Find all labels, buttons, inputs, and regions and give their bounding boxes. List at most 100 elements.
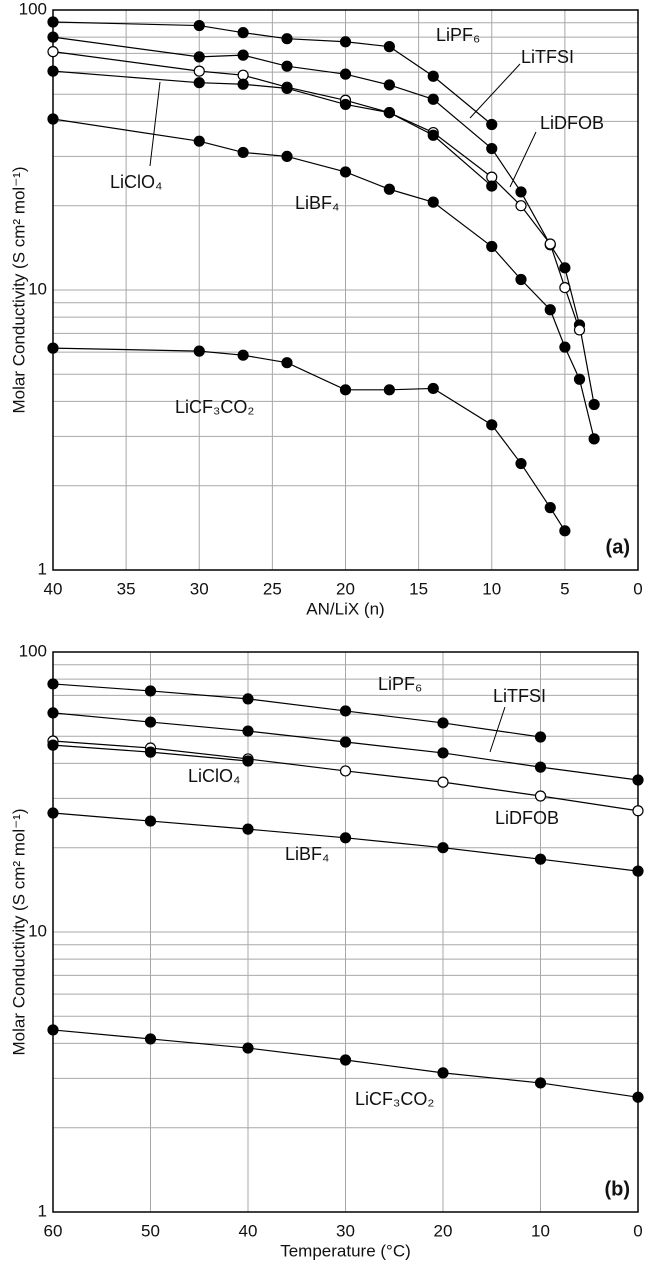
data-point — [437, 747, 449, 759]
y-tick-label: 1 — [38, 559, 47, 578]
data-point — [339, 384, 352, 396]
data-point — [237, 27, 249, 39]
data-point — [515, 457, 527, 470]
data-point — [242, 1042, 254, 1054]
data-point — [237, 49, 249, 61]
x-tick-label: 30 — [336, 1221, 355, 1240]
x-tick-label: 0 — [633, 579, 642, 598]
series-label: LiCF₃CO₂ — [175, 397, 254, 417]
data-point — [193, 345, 205, 357]
data-point — [237, 146, 249, 159]
data-point — [242, 823, 254, 835]
leader-line — [469, 63, 521, 119]
data-point — [383, 79, 395, 91]
series-line — [52, 347, 566, 532]
data-point — [544, 304, 556, 316]
data-point — [281, 82, 293, 94]
data-point — [193, 135, 205, 147]
plot-frame — [52, 9, 639, 571]
plot-frame — [52, 651, 639, 1213]
data-point — [47, 16, 59, 28]
x-tick-label: 5 — [560, 579, 569, 598]
data-point — [515, 200, 527, 212]
y-axis-label: Molar Conductivity (S cm² mol⁻¹) — [9, 808, 28, 1055]
leader-line — [509, 131, 537, 188]
x-tick-label: 35 — [117, 579, 136, 598]
data-point — [339, 1054, 352, 1066]
x-tick-label: 10 — [531, 1221, 550, 1240]
data-point — [339, 736, 352, 748]
data-point — [242, 693, 254, 705]
data-point — [242, 755, 254, 767]
data-point — [559, 262, 571, 274]
data-point — [486, 142, 498, 155]
data-point — [534, 790, 547, 802]
data-point — [47, 1024, 59, 1036]
data-point — [544, 502, 556, 514]
series-line — [52, 21, 493, 125]
data-point — [534, 853, 547, 865]
series-line — [52, 683, 541, 738]
data-point — [47, 678, 59, 690]
data-point — [383, 41, 395, 53]
x-tick-label: 60 — [44, 1221, 63, 1240]
data-point — [281, 150, 293, 163]
data-point — [427, 196, 439, 208]
data-point — [144, 815, 157, 827]
data-point — [193, 51, 205, 63]
data-point — [193, 77, 205, 89]
data-point — [339, 166, 352, 178]
data-point — [193, 65, 205, 77]
series-label: LiPF₆ — [436, 25, 480, 45]
data-point — [144, 746, 157, 758]
data-point — [632, 805, 644, 817]
data-point — [339, 832, 352, 844]
data-point — [339, 36, 352, 48]
x-tick-label: 40 — [44, 579, 63, 598]
y-tick-label: 10 — [28, 279, 47, 298]
data-point — [281, 357, 293, 369]
data-point — [281, 60, 293, 72]
data-point — [383, 183, 395, 195]
data-point — [486, 118, 498, 131]
series-line — [52, 51, 581, 331]
data-point — [427, 93, 439, 105]
data-point — [47, 739, 59, 751]
series-label: LiTFSI — [521, 47, 574, 67]
x-axis-label: Temperature (°C) — [280, 1241, 411, 1260]
data-point — [193, 19, 205, 32]
data-point — [632, 774, 644, 786]
data-point — [559, 281, 571, 294]
data-point — [534, 1077, 547, 1089]
data-point — [144, 685, 157, 697]
leader-line — [149, 81, 161, 167]
data-point — [383, 107, 395, 119]
data-point — [339, 68, 352, 80]
data-point — [559, 341, 571, 353]
leader-line — [489, 706, 506, 753]
data-point — [47, 31, 59, 43]
data-point — [588, 433, 600, 445]
data-point — [486, 240, 498, 253]
data-point — [144, 1033, 157, 1045]
x-tick-label: 0 — [633, 1221, 642, 1240]
y-tick-label: 1 — [38, 1201, 47, 1220]
data-point — [588, 398, 600, 411]
series-label: LiClO₄ — [110, 172, 162, 192]
data-point — [237, 349, 249, 361]
data-point — [573, 373, 586, 385]
data-point — [515, 273, 527, 286]
y-tick-label: 100 — [19, 0, 47, 18]
data-point — [534, 731, 547, 743]
series-label: LiClO₄ — [188, 766, 240, 786]
data-point — [47, 65, 59, 77]
series-line — [52, 118, 595, 440]
series-label: LiTFSI — [493, 686, 546, 706]
data-point — [544, 238, 556, 250]
data-point — [515, 186, 527, 198]
data-point — [47, 807, 59, 819]
x-axis-label: AN/LiX (n) — [306, 599, 384, 618]
x-tick-label: 15 — [409, 579, 428, 598]
